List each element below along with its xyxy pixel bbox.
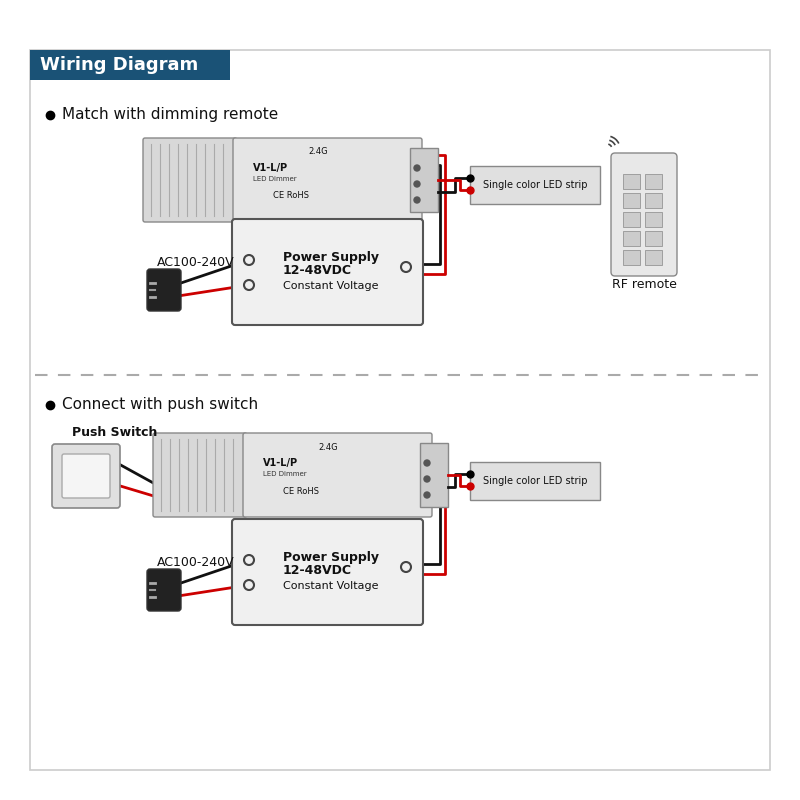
Text: V1-L/P: V1-L/P	[253, 163, 288, 173]
Circle shape	[424, 476, 430, 482]
FancyBboxPatch shape	[30, 50, 770, 770]
FancyBboxPatch shape	[147, 569, 181, 611]
Text: V1-L/P: V1-L/P	[263, 458, 298, 468]
Text: 12-48VDC: 12-48VDC	[283, 565, 352, 578]
FancyBboxPatch shape	[232, 219, 423, 325]
Text: Match with dimming remote: Match with dimming remote	[62, 107, 278, 122]
Text: Push Switch: Push Switch	[72, 426, 158, 438]
Text: 2.4G: 2.4G	[318, 442, 338, 451]
FancyBboxPatch shape	[52, 444, 120, 508]
Text: AC100-240V: AC100-240V	[157, 555, 234, 569]
FancyBboxPatch shape	[470, 166, 600, 204]
Text: CE RoHS: CE RoHS	[283, 486, 319, 495]
FancyBboxPatch shape	[62, 454, 110, 498]
FancyBboxPatch shape	[623, 231, 640, 246]
FancyBboxPatch shape	[645, 193, 662, 208]
FancyBboxPatch shape	[645, 231, 662, 246]
Circle shape	[414, 197, 420, 203]
Text: Power Supply: Power Supply	[283, 250, 379, 263]
Text: LED Dimmer: LED Dimmer	[263, 471, 306, 477]
Text: 2.4G: 2.4G	[308, 147, 328, 157]
FancyBboxPatch shape	[623, 174, 640, 189]
FancyBboxPatch shape	[147, 269, 181, 311]
Text: Single color LED strip: Single color LED strip	[482, 476, 587, 486]
FancyBboxPatch shape	[470, 462, 600, 500]
FancyBboxPatch shape	[410, 148, 438, 212]
FancyBboxPatch shape	[243, 433, 432, 517]
Text: Wiring Diagram: Wiring Diagram	[40, 56, 198, 74]
Circle shape	[414, 181, 420, 187]
FancyBboxPatch shape	[645, 212, 662, 227]
FancyBboxPatch shape	[233, 138, 422, 222]
FancyBboxPatch shape	[143, 138, 237, 222]
FancyBboxPatch shape	[153, 433, 247, 517]
Text: LED Dimmer: LED Dimmer	[253, 176, 297, 182]
FancyBboxPatch shape	[623, 212, 640, 227]
FancyBboxPatch shape	[645, 174, 662, 189]
FancyBboxPatch shape	[645, 250, 662, 265]
FancyBboxPatch shape	[30, 50, 230, 80]
FancyBboxPatch shape	[623, 250, 640, 265]
Text: 12-48VDC: 12-48VDC	[283, 265, 352, 278]
Text: Connect with push switch: Connect with push switch	[62, 398, 258, 413]
Text: CE RoHS: CE RoHS	[273, 191, 309, 201]
Text: AC100-240V: AC100-240V	[157, 255, 234, 269]
Text: Constant Voltage: Constant Voltage	[283, 581, 378, 591]
FancyBboxPatch shape	[611, 153, 677, 276]
FancyBboxPatch shape	[420, 443, 448, 507]
FancyBboxPatch shape	[232, 519, 423, 625]
FancyBboxPatch shape	[623, 193, 640, 208]
Text: Power Supply: Power Supply	[283, 550, 379, 563]
Text: RF remote: RF remote	[611, 278, 677, 290]
Circle shape	[424, 460, 430, 466]
Text: Constant Voltage: Constant Voltage	[283, 281, 378, 291]
Text: Single color LED strip: Single color LED strip	[482, 180, 587, 190]
Circle shape	[414, 165, 420, 171]
Circle shape	[424, 492, 430, 498]
